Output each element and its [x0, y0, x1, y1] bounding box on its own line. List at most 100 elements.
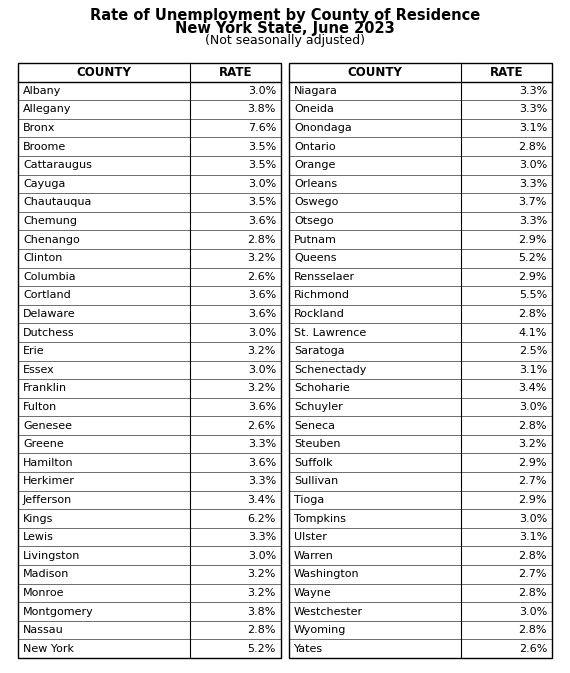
- Text: Schuyler: Schuyler: [294, 402, 343, 412]
- Text: New York: New York: [23, 643, 74, 653]
- Text: Tioga: Tioga: [294, 495, 324, 505]
- Text: Rockland: Rockland: [294, 309, 345, 319]
- Text: 3.2%: 3.2%: [247, 384, 276, 394]
- Text: Clinton: Clinton: [23, 253, 62, 263]
- Text: Saratoga: Saratoga: [294, 346, 345, 356]
- Text: Lewis: Lewis: [23, 532, 54, 542]
- Text: Wyoming: Wyoming: [294, 625, 347, 635]
- Text: Franklin: Franklin: [23, 384, 67, 394]
- Text: 3.3%: 3.3%: [519, 104, 547, 114]
- Bar: [18, 63, 281, 658]
- Text: Ulster: Ulster: [294, 532, 327, 542]
- Text: Cortland: Cortland: [23, 291, 71, 300]
- Text: 3.4%: 3.4%: [519, 384, 547, 394]
- Text: 3.6%: 3.6%: [248, 458, 276, 468]
- Text: 2.8%: 2.8%: [519, 142, 547, 151]
- Text: Oneida: Oneida: [294, 104, 334, 114]
- Text: Dutchess: Dutchess: [23, 328, 75, 338]
- Text: 3.1%: 3.1%: [519, 532, 547, 542]
- Text: Monroe: Monroe: [23, 588, 64, 598]
- Text: 3.0%: 3.0%: [248, 551, 276, 561]
- Text: 3.6%: 3.6%: [248, 402, 276, 412]
- Text: New York State, June 2023: New York State, June 2023: [175, 21, 395, 36]
- Text: 3.5%: 3.5%: [248, 197, 276, 207]
- Text: Erie: Erie: [23, 346, 44, 356]
- Text: 2.9%: 2.9%: [519, 272, 547, 282]
- Text: 3.2%: 3.2%: [519, 439, 547, 449]
- Text: 3.0%: 3.0%: [248, 86, 276, 96]
- Text: 3.3%: 3.3%: [248, 439, 276, 449]
- Text: 2.8%: 2.8%: [519, 421, 547, 431]
- Text: 2.7%: 2.7%: [519, 569, 547, 579]
- Text: 2.8%: 2.8%: [519, 309, 547, 319]
- Bar: [289, 63, 552, 658]
- Text: 3.0%: 3.0%: [519, 606, 547, 616]
- Text: Queens: Queens: [294, 253, 336, 263]
- Text: Niagara: Niagara: [294, 86, 338, 96]
- Text: 4.1%: 4.1%: [519, 328, 547, 338]
- Text: Wayne: Wayne: [294, 588, 332, 598]
- Text: 2.9%: 2.9%: [519, 495, 547, 505]
- Text: 5.2%: 5.2%: [247, 643, 276, 653]
- Text: Rensselaer: Rensselaer: [294, 272, 355, 282]
- Text: Madison: Madison: [23, 569, 70, 579]
- Text: 2.8%: 2.8%: [519, 551, 547, 561]
- Text: Westchester: Westchester: [294, 606, 363, 616]
- Text: 3.8%: 3.8%: [247, 606, 276, 616]
- Text: Tompkins: Tompkins: [294, 513, 346, 524]
- Text: 2.8%: 2.8%: [519, 588, 547, 598]
- Text: 3.1%: 3.1%: [519, 365, 547, 375]
- Text: 2.5%: 2.5%: [519, 346, 547, 356]
- Text: 3.6%: 3.6%: [248, 309, 276, 319]
- Text: Genesee: Genesee: [23, 421, 72, 431]
- Text: 3.0%: 3.0%: [248, 365, 276, 375]
- Text: Albany: Albany: [23, 86, 62, 96]
- Text: 3.3%: 3.3%: [248, 476, 276, 487]
- Text: Chemung: Chemung: [23, 216, 77, 226]
- Text: 3.5%: 3.5%: [248, 142, 276, 151]
- Text: 2.6%: 2.6%: [247, 421, 276, 431]
- Text: Kings: Kings: [23, 513, 54, 524]
- Text: 3.2%: 3.2%: [247, 569, 276, 579]
- Text: Orleans: Orleans: [294, 179, 337, 189]
- Text: COUNTY: COUNTY: [348, 66, 402, 79]
- Text: Cayuga: Cayuga: [23, 179, 66, 189]
- Text: 3.2%: 3.2%: [247, 346, 276, 356]
- Text: 3.3%: 3.3%: [519, 179, 547, 189]
- Text: Cattaraugus: Cattaraugus: [23, 160, 92, 170]
- Text: 5.5%: 5.5%: [519, 291, 547, 300]
- Text: Montgomery: Montgomery: [23, 606, 93, 616]
- Text: (Not seasonally adjusted): (Not seasonally adjusted): [205, 34, 365, 47]
- Text: Washington: Washington: [294, 569, 360, 579]
- Text: Putnam: Putnam: [294, 235, 337, 245]
- Text: Livingston: Livingston: [23, 551, 80, 561]
- Text: COUNTY: COUNTY: [76, 66, 132, 79]
- Text: 2.9%: 2.9%: [519, 235, 547, 245]
- Text: Columbia: Columbia: [23, 272, 76, 282]
- Text: Rate of Unemployment by County of Residence: Rate of Unemployment by County of Reside…: [90, 8, 480, 23]
- Text: Warren: Warren: [294, 551, 334, 561]
- Text: 3.0%: 3.0%: [519, 402, 547, 412]
- Text: 3.0%: 3.0%: [519, 160, 547, 170]
- Text: Essex: Essex: [23, 365, 55, 375]
- Text: 3.2%: 3.2%: [247, 588, 276, 598]
- Text: Ontario: Ontario: [294, 142, 336, 151]
- Text: Hamilton: Hamilton: [23, 458, 74, 468]
- Text: Seneca: Seneca: [294, 421, 335, 431]
- Text: Nassau: Nassau: [23, 625, 64, 635]
- Text: 3.2%: 3.2%: [247, 253, 276, 263]
- Text: RATE: RATE: [490, 66, 523, 79]
- Text: 2.8%: 2.8%: [247, 235, 276, 245]
- Text: Sullivan: Sullivan: [294, 476, 338, 487]
- Text: 3.3%: 3.3%: [519, 216, 547, 226]
- Text: 3.1%: 3.1%: [519, 123, 547, 133]
- Text: Broome: Broome: [23, 142, 66, 151]
- Text: Chenango: Chenango: [23, 235, 80, 245]
- Text: Yates: Yates: [294, 643, 323, 653]
- Text: 3.6%: 3.6%: [248, 216, 276, 226]
- Text: 6.2%: 6.2%: [247, 513, 276, 524]
- Text: Richmond: Richmond: [294, 291, 350, 300]
- Text: 3.8%: 3.8%: [247, 104, 276, 114]
- Text: 3.4%: 3.4%: [247, 495, 276, 505]
- Text: Allegany: Allegany: [23, 104, 71, 114]
